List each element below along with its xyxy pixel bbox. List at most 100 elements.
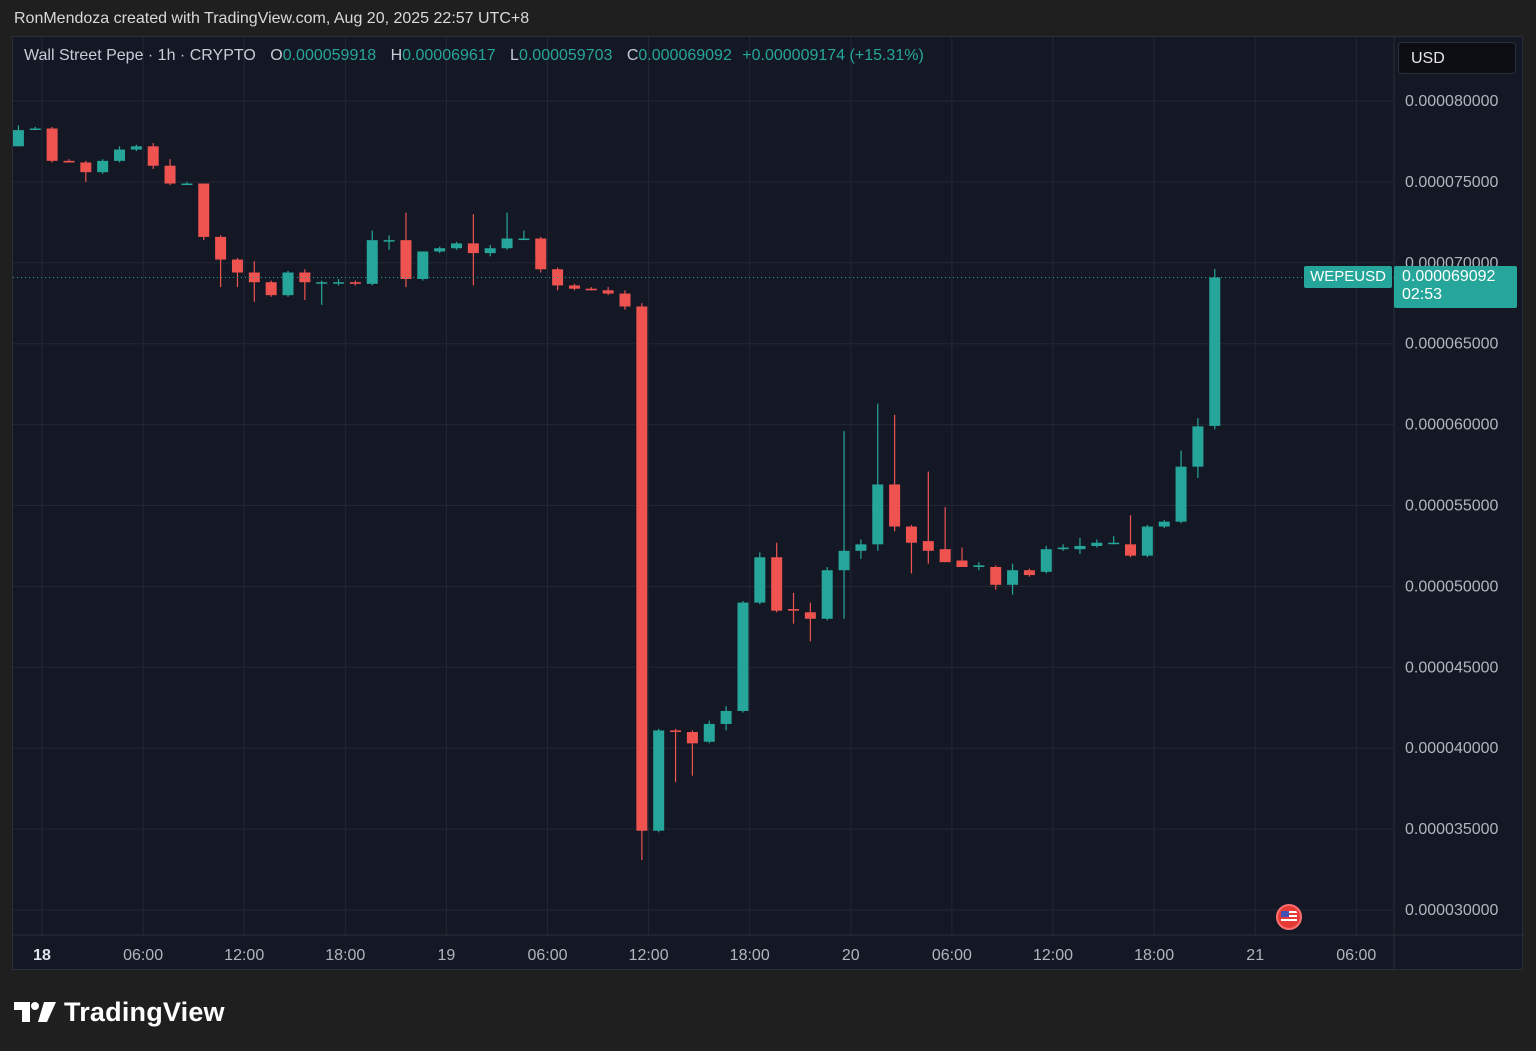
x-tick-label: 06:00 <box>932 947 972 964</box>
candle-body <box>147 146 159 166</box>
candle-body <box>181 183 193 186</box>
candle <box>484 245 496 257</box>
candle <box>451 241 463 250</box>
chart-credit: RonMendoza created with TradingView.com,… <box>14 10 530 27</box>
candle <box>400 212 412 288</box>
candle-body <box>484 248 496 254</box>
high-label: H <box>390 47 403 64</box>
chart-panel[interactable]: 0.000030000 0.000035000 0.000040000 0.00004… <box>12 36 1524 971</box>
candle-body <box>956 560 968 567</box>
candle <box>164 159 176 186</box>
candle-body <box>670 730 682 733</box>
candle <box>1158 520 1170 529</box>
candle-body <box>754 557 766 603</box>
y-tick-label: 0.000065000 <box>1405 336 1499 353</box>
candle <box>29 126 41 131</box>
candle-body <box>1091 542 1103 546</box>
candle-body <box>653 730 665 831</box>
candle <box>720 706 732 731</box>
candle-body <box>282 272 294 296</box>
x-tick-label: 18:00 <box>730 947 770 964</box>
candle <box>905 524 917 574</box>
candle-body <box>248 272 260 283</box>
candle-body <box>535 238 547 270</box>
y-tick-label: 0.000030000 <box>1405 902 1499 919</box>
close-value: 0.000069092 <box>638 47 732 64</box>
x-tick-label: 18:00 <box>325 947 365 964</box>
candle <box>1192 418 1204 478</box>
candle <box>1023 568 1035 577</box>
candle-body <box>13 130 24 147</box>
candle <box>804 602 816 642</box>
candle <box>1057 544 1069 551</box>
us-flag-event-icon[interactable] <box>1276 904 1302 930</box>
candlestick-chart[interactable]: 0.000030000 0.000035000 0.000040000 0.00004… <box>13 37 1524 971</box>
y-tick-label: 0.000045000 <box>1405 659 1499 676</box>
candle-body <box>333 282 345 284</box>
candle <box>198 183 210 241</box>
change-value: +0.000009174 (+15.31%) <box>742 47 924 64</box>
x-tick-label: 18 <box>33 947 51 964</box>
candle-body <box>788 609 800 611</box>
candle-body <box>872 484 884 545</box>
tradingview-logo[interactable]: TradingView <box>14 994 225 1030</box>
candle-body <box>231 259 243 273</box>
candle <box>922 471 934 564</box>
x-tick-label: 12:00 <box>1033 947 1073 964</box>
candle-body <box>265 282 277 296</box>
y-tick-label: 0.000050000 <box>1405 578 1499 595</box>
candle <box>889 414 901 532</box>
candle-body <box>316 282 328 284</box>
candle <box>80 160 92 182</box>
candle-body <box>518 238 530 241</box>
candle-body <box>585 288 597 291</box>
candle-body <box>973 565 985 567</box>
candle <box>872 403 884 551</box>
candle <box>333 278 345 286</box>
candle <box>518 230 530 241</box>
close-label: C <box>626 47 639 64</box>
candle <box>1125 515 1137 558</box>
candle-body <box>400 240 412 279</box>
candle <box>653 728 665 833</box>
candle-body <box>922 541 934 551</box>
candle <box>248 261 260 302</box>
candle <box>602 287 614 296</box>
candle <box>1040 545 1052 574</box>
candle <box>114 146 126 163</box>
candle <box>1108 536 1120 545</box>
candle-body <box>1192 426 1204 467</box>
bar-countdown: 02:53 <box>1402 286 1443 303</box>
candle-body <box>619 293 631 307</box>
open-value: 0.000059918 <box>282 47 377 64</box>
candle-body <box>164 165 176 184</box>
candle-body <box>1074 545 1086 550</box>
candle-body <box>804 612 816 619</box>
candle <box>434 246 446 254</box>
candle-body <box>771 557 783 611</box>
currency-selector[interactable]: USD <box>1398 42 1516 74</box>
x-tick-label: 12:00 <box>629 947 669 964</box>
tradingview-logo-icon <box>14 1002 56 1022</box>
candle-body <box>29 128 41 131</box>
x-tick-label: 06:00 <box>527 947 567 964</box>
candle <box>215 235 227 288</box>
x-tick-label: 12:00 <box>224 947 264 964</box>
candle <box>63 159 75 163</box>
candle <box>788 592 800 624</box>
candle <box>1175 450 1187 524</box>
symbol-price-tag: WEPEUSD <box>1304 266 1392 288</box>
candle <box>383 235 395 250</box>
candle <box>147 143 159 169</box>
y-tick-label: 0.000080000 <box>1405 93 1499 110</box>
candle-body <box>198 183 210 237</box>
candle <box>1141 524 1153 558</box>
symbol-info: Wall Street Pepe · 1h · CRYPTO <box>24 47 256 64</box>
candle <box>1074 537 1086 555</box>
candle-body <box>821 570 833 619</box>
candle-body <box>1125 544 1137 556</box>
candle <box>366 230 378 286</box>
y-tick-label: 0.000040000 <box>1405 740 1499 757</box>
candle-body <box>889 484 901 527</box>
x-tick-label: 18:00 <box>1134 947 1174 964</box>
